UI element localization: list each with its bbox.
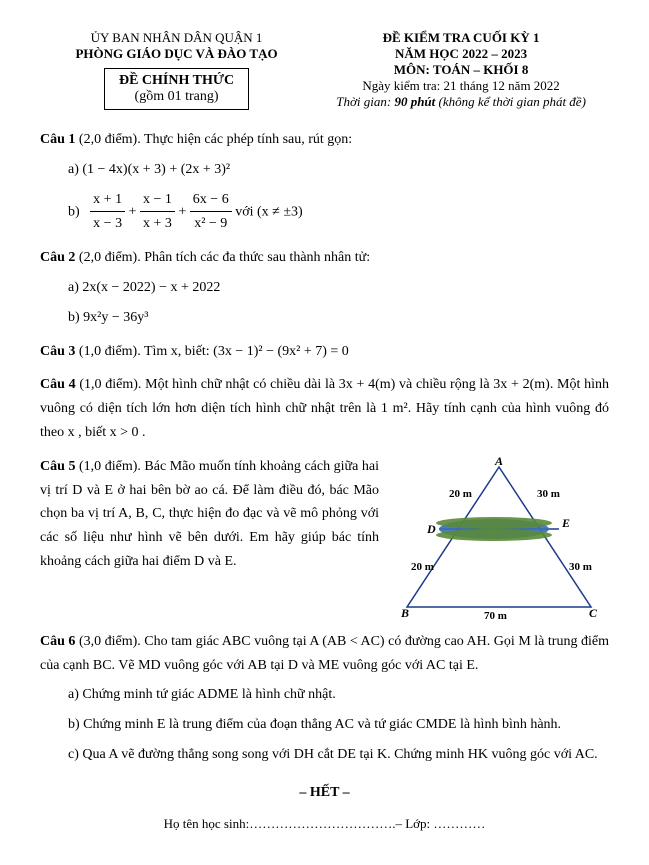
question-6: Câu 6 (3,0 điểm). Cho tam giác ABC vuông… <box>40 630 609 767</box>
frac-1: x + 1x − 3 <box>90 188 125 237</box>
svg-text:20 m: 20 m <box>411 561 434 573</box>
q1-title: Câu 1 <box>40 132 75 147</box>
svg-text:C: C <box>589 606 598 620</box>
authority-1: ỦY BAN NHÂN DÂN QUẬN 1 <box>40 30 313 46</box>
svg-text:D: D <box>426 522 436 536</box>
duration-note: (không kể thời gian phát đề) <box>435 94 586 109</box>
content: Câu 1 (2,0 điểm). Thực hiện các phép tín… <box>40 128 609 835</box>
exam-title-3: MÔN: TOÁN – KHỐI 8 <box>313 62 609 78</box>
q5-figure: A B C D E 20 m 30 m 20 m 30 m 70 m <box>389 455 609 620</box>
q2-b: b) 9x²y − 36y³ <box>68 306 609 330</box>
frac-2: x − 1x + 3 <box>140 188 175 237</box>
svg-text:30 m: 30 m <box>569 561 592 573</box>
q3-title: Câu 3 <box>40 344 75 359</box>
authority-2: PHÒNG GIÁO DỤC VÀ ĐÀO TẠO <box>40 46 313 62</box>
header: ỦY BAN NHÂN DÂN QUẬN 1 PHÒNG GIÁO DỤC VÀ… <box>40 30 609 110</box>
q4-title: Câu 4 <box>40 377 76 392</box>
q6-c: c) Qua A vẽ đường thẳng song song với DH… <box>68 743 609 767</box>
q1-a: a) (1 − 4x)(x + 3) + (2x + 3)² <box>68 158 609 182</box>
svg-text:70 m: 70 m <box>484 610 507 620</box>
question-5: Câu 5 (1,0 điểm). Bác Mão muốn tính khoả… <box>40 455 609 620</box>
q5-text: (1,0 điểm). Bác Mão muốn tính khoảng các… <box>40 459 379 569</box>
svg-text:B: B <box>400 606 409 620</box>
question-4: Câu 4 (1,0 điểm). Một hình chữ nhật có c… <box>40 373 609 444</box>
q6-a: a) Chứng minh tứ giác ADME là hình chữ n… <box>68 683 609 707</box>
q5-text-block: Câu 5 (1,0 điểm). Bác Mão muốn tính khoả… <box>40 455 379 574</box>
exam-duration: Thời gian: 90 phút (không kể thời gian p… <box>313 94 609 110</box>
question-3: Câu 3 (1,0 điểm). Tìm x, biết: (3x − 1)²… <box>40 340 609 364</box>
q6-b: b) Chứng minh E là trung điểm của đoạn t… <box>68 713 609 737</box>
duration-label: Thời gian: <box>336 94 394 109</box>
q6-title: Câu 6 <box>40 634 75 649</box>
official-1: ĐỀ CHÍNH THỨC <box>119 73 234 89</box>
q1-b: b) x + 1x − 3 + x − 1x + 3 + 6x − 6x² − … <box>68 188 609 237</box>
official-2: (gồm 01 trang) <box>119 89 234 105</box>
duration-value: 90 phút <box>394 94 435 109</box>
svg-text:E: E <box>561 516 570 530</box>
q4-text: (1,0 điểm). Một hình chữ nhật có chiều d… <box>40 377 609 440</box>
signature-line: Họ tên học sinh:…………………………….– Lớp: ………… <box>40 813 609 835</box>
q3-pts: (1,0 điểm). Tìm x, biết: (3x − 1)² − (9x… <box>75 344 348 359</box>
exam-title-2: NĂM HỌC 2022 – 2023 <box>313 46 609 62</box>
q5-title: Câu 5 <box>40 459 75 474</box>
header-right: ĐỀ KIỂM TRA CUỐI KỲ 1 NĂM HỌC 2022 – 202… <box>313 30 609 110</box>
q2-a: a) 2x(x − 2022) − x + 2022 <box>68 276 609 300</box>
svg-text:A: A <box>494 455 503 468</box>
q1-pts: (2,0 điểm). Thực hiện các phép tính sau,… <box>75 132 352 147</box>
frac-3: 6x − 6x² − 9 <box>190 188 232 237</box>
header-left: ỦY BAN NHÂN DÂN QUẬN 1 PHÒNG GIÁO DỤC VÀ… <box>40 30 313 110</box>
q2-pts: (2,0 điểm). Phân tích các đa thức sau th… <box>75 250 370 265</box>
exam-title-1: ĐỀ KIỂM TRA CUỐI KỲ 1 <box>313 30 609 46</box>
svg-text:30 m: 30 m <box>537 488 560 500</box>
exam-date: Ngày kiểm tra: 21 tháng 12 năm 2022 <box>313 78 609 94</box>
q2-title: Câu 2 <box>40 250 75 265</box>
question-1: Câu 1 (2,0 điểm). Thực hiện các phép tín… <box>40 128 609 236</box>
svg-text:20 m: 20 m <box>449 488 472 500</box>
question-2: Câu 2 (2,0 điểm). Phân tích các đa thức … <box>40 246 609 329</box>
q6-intro: (3,0 điểm). Cho tam giác ABC vuông tại A… <box>40 634 609 673</box>
official-box: ĐỀ CHÍNH THỨC (gồm 01 trang) <box>104 68 249 110</box>
q1-b-cond: với (x ≠ ±3) <box>235 204 302 219</box>
end-marker: – HẾT – <box>40 781 609 805</box>
triangle-figure: A B C D E 20 m 30 m 20 m 30 m 70 m <box>389 455 609 620</box>
